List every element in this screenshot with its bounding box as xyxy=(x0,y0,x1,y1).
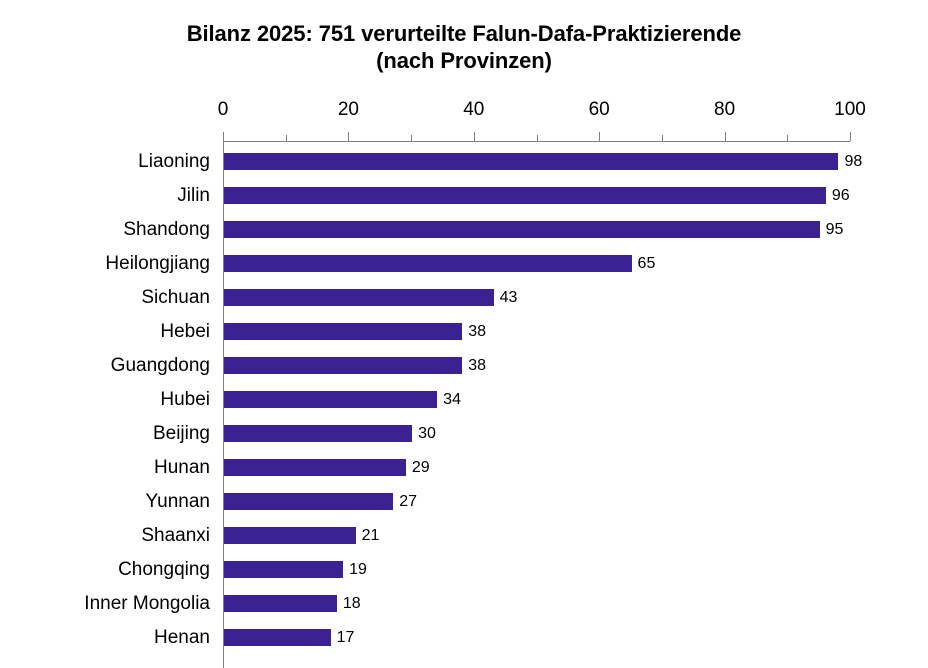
category-label: Beijing xyxy=(152,423,210,444)
bar-value-label: 34 xyxy=(443,391,461,408)
category-label: Shandong xyxy=(123,219,210,240)
bar xyxy=(224,561,344,578)
category-label: Chongqing xyxy=(118,559,210,580)
category-label: Jilin xyxy=(177,185,210,206)
x-axis-tick-label: 20 xyxy=(337,99,359,120)
bar xyxy=(224,425,413,442)
category-label: Sichuan xyxy=(141,287,210,308)
bar-value-label: 21 xyxy=(361,527,380,544)
bar-value-label: 96 xyxy=(831,187,850,204)
category-label: Hubei xyxy=(160,389,210,410)
category-label: Hebei xyxy=(160,321,210,342)
title-line-1: Bilanz 2025: 751 verurteilte Falun-Dafa-… xyxy=(186,21,742,46)
x-axis-tick-major xyxy=(348,132,350,141)
x-axis-tick-label: 0 xyxy=(217,99,229,120)
bar-row: Liaoning 98 xyxy=(0,145,928,179)
x-axis-tick-label: 80 xyxy=(714,99,736,120)
bar-row: Shaanxi 21 xyxy=(0,519,928,553)
bar-row: Hunan 29 xyxy=(0,451,928,485)
bar xyxy=(224,391,438,408)
y-axis-line xyxy=(223,141,224,668)
bar xyxy=(224,629,331,646)
x-axis-tick-minor xyxy=(661,135,663,141)
bar xyxy=(224,493,394,510)
category-label: Inner Mongolia xyxy=(84,593,210,614)
bar xyxy=(224,323,463,340)
bar xyxy=(224,289,494,306)
bar-row: Guangdong 38 xyxy=(0,349,928,383)
bar-row: Heilongjiang 65 xyxy=(0,247,928,281)
bar-row: Sichuan 43 xyxy=(0,281,928,315)
title-line-2: (nach Provinzen) xyxy=(376,48,552,73)
bar xyxy=(224,153,839,170)
bar-row: Hubei 34 xyxy=(0,383,928,417)
bar-row: Hebei 38 xyxy=(0,315,928,349)
bar xyxy=(224,187,826,204)
bar-value-label: 98 xyxy=(844,153,863,170)
bar-value-label: 19 xyxy=(349,561,367,578)
category-label: Shaanxi xyxy=(141,525,210,546)
x-axis-tick-major xyxy=(850,132,851,141)
category-label: Yunnan xyxy=(145,491,210,512)
bar-row: Beijing 30 xyxy=(0,417,928,451)
category-label: Guangdong xyxy=(110,355,210,376)
x-axis-tick-major xyxy=(599,132,601,141)
bar-value-label: 29 xyxy=(411,459,430,476)
x-axis-tick-major xyxy=(724,132,726,141)
category-label: Liaoning xyxy=(138,151,210,172)
x-axis-tick-minor xyxy=(787,135,789,141)
x-axis-tick-minor xyxy=(536,135,538,141)
bar-value-label: 17 xyxy=(336,629,355,646)
bar-value-label: 18 xyxy=(342,595,361,612)
x-axis-tick-label: 100 xyxy=(834,99,866,120)
bar-value-label: 43 xyxy=(499,289,518,306)
x-axis-tick-minor xyxy=(285,135,287,141)
bar-value-label: 27 xyxy=(399,493,418,510)
bar-row: Shandong 95 xyxy=(0,213,928,247)
bar xyxy=(224,357,463,374)
x-axis-tick-major xyxy=(223,132,224,141)
bar-value-label: 38 xyxy=(468,323,487,340)
x-axis-tick-major xyxy=(473,132,475,141)
bar-row: Chongqing 19 xyxy=(0,553,928,587)
x-axis-tick-label: 40 xyxy=(463,99,485,120)
page-title: Bilanz 2025: 751 verurteilte Falun-Dafa-… xyxy=(0,0,928,74)
bar-value-label: 38 xyxy=(468,357,487,374)
bar-value-label: 95 xyxy=(825,221,844,238)
bar xyxy=(224,595,337,612)
bar xyxy=(224,221,820,238)
category-label: Hunan xyxy=(154,457,210,478)
category-label: Heilongjiang xyxy=(105,253,210,274)
bar xyxy=(224,527,356,544)
bar xyxy=(224,459,406,476)
bar-value-label: 65 xyxy=(637,255,656,272)
bar xyxy=(224,255,632,272)
x-axis-tick-minor xyxy=(411,135,413,141)
bar-row: Inner Mongolia 18 xyxy=(0,587,928,621)
bar-row: Jilin 96 xyxy=(0,179,928,213)
bar-row: Henan 17 xyxy=(0,621,928,655)
x-axis-line xyxy=(223,141,850,142)
bar-row: Yunnan 27 xyxy=(0,485,928,519)
category-label: Henan xyxy=(154,627,210,648)
x-axis-tick-label: 60 xyxy=(588,99,610,120)
bar-value-label: 30 xyxy=(418,425,436,442)
